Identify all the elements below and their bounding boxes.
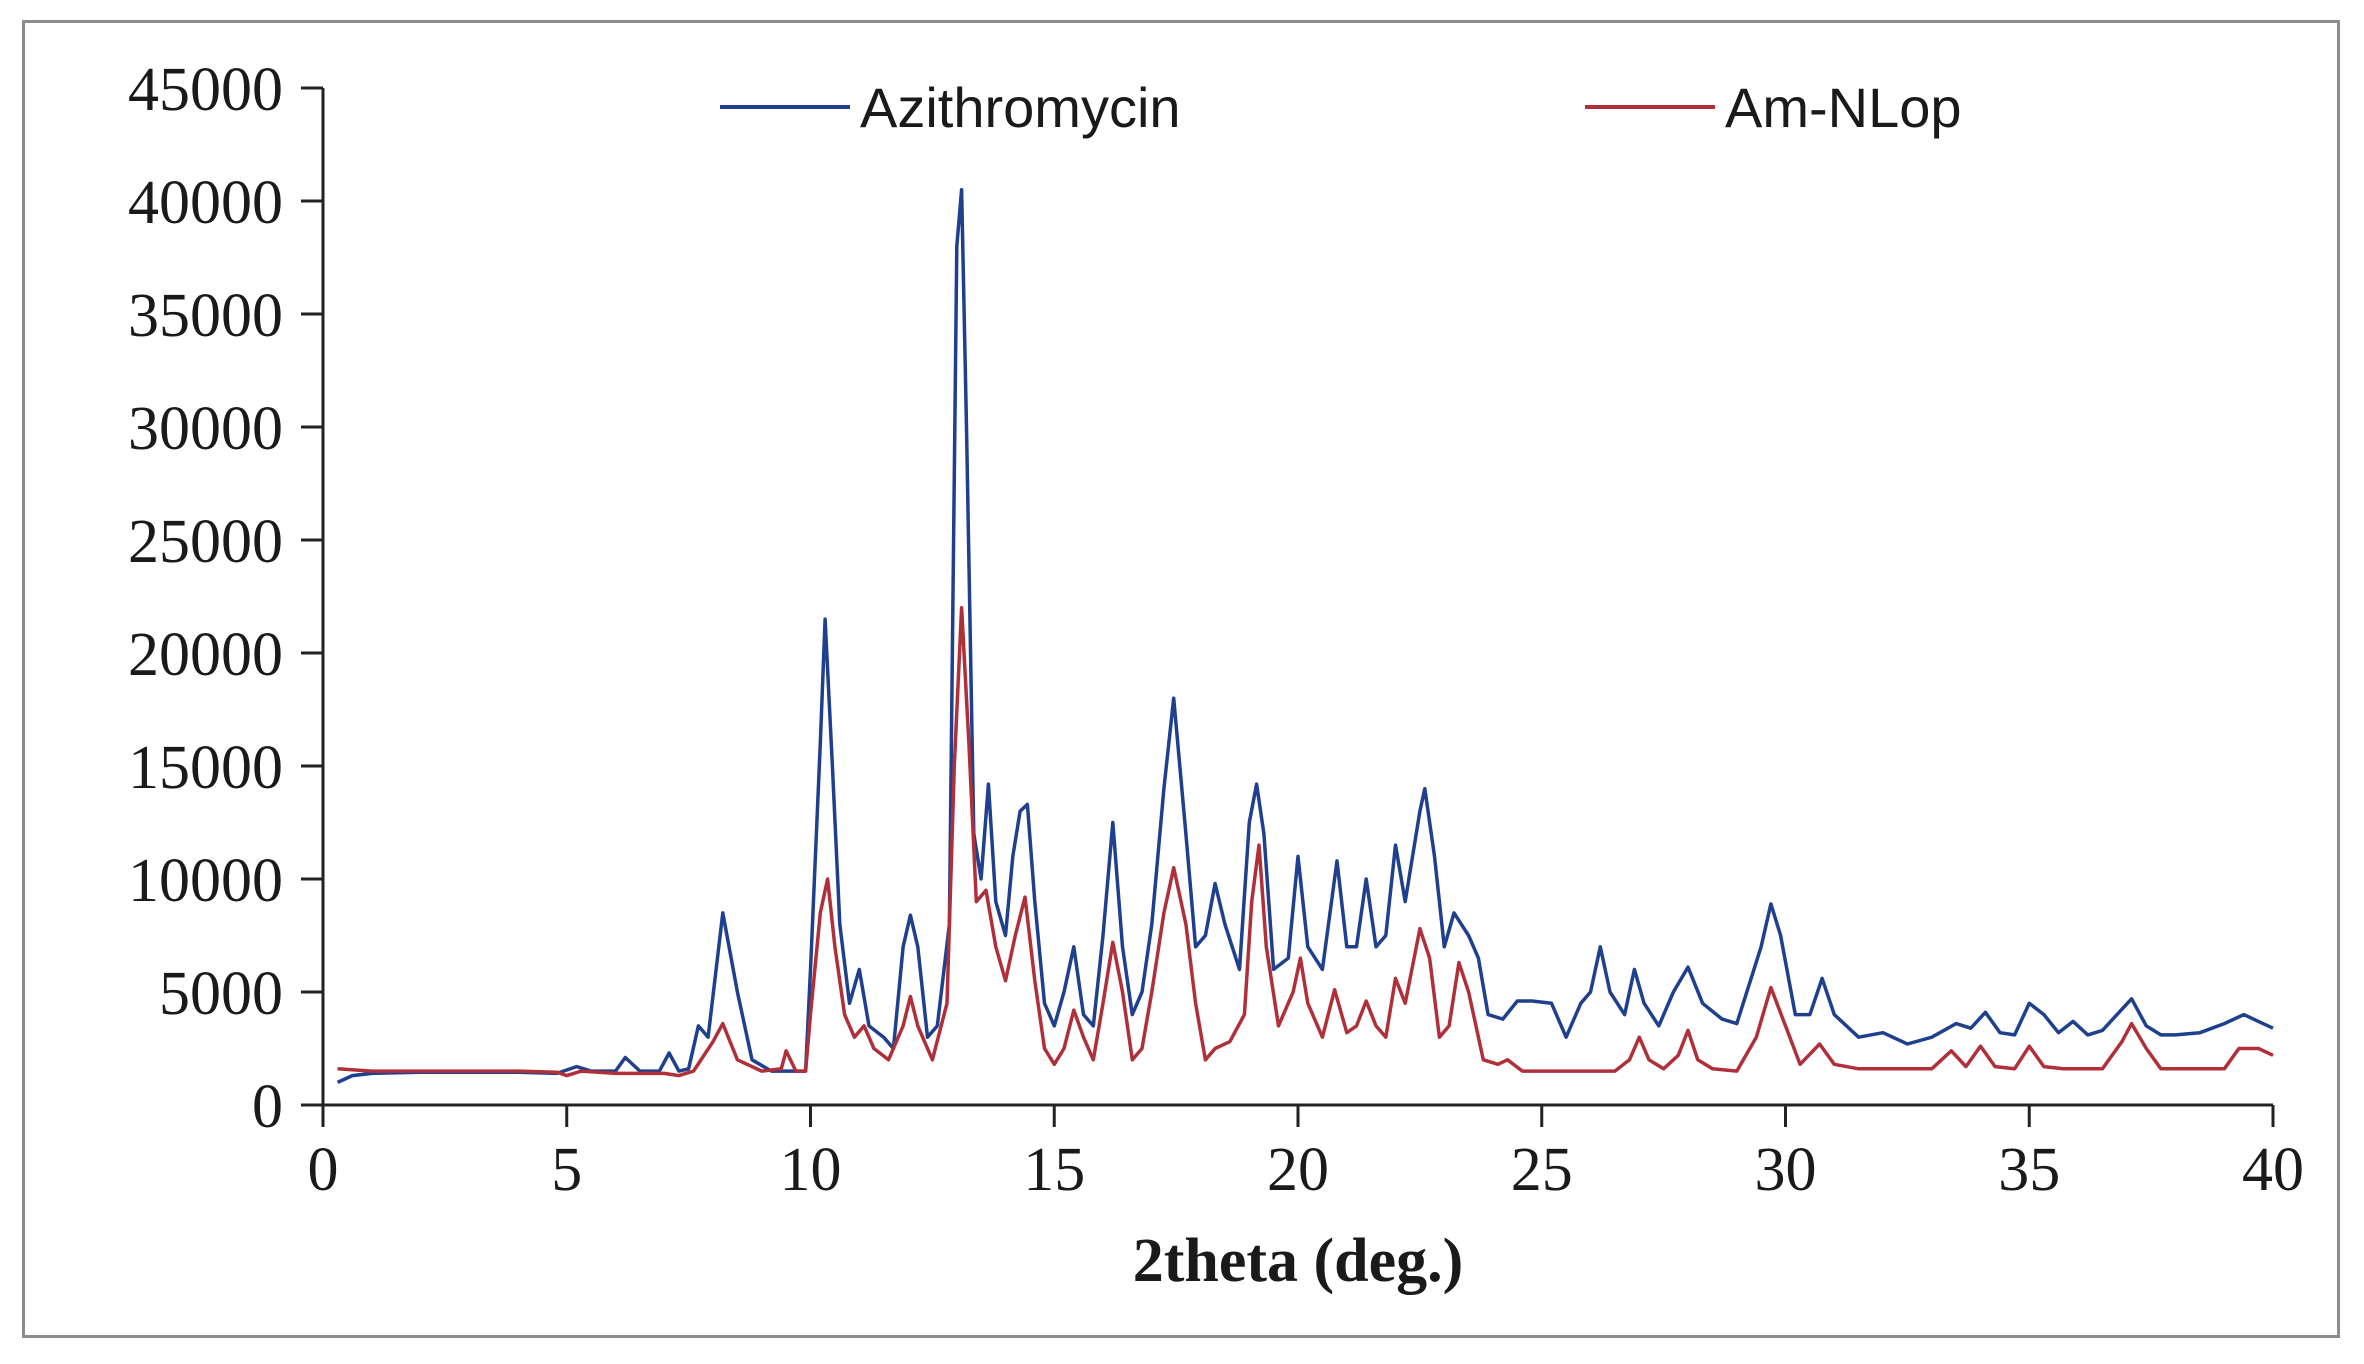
legend-label-am-nlop: Am-NLop (1725, 76, 1962, 139)
y-tick-label: 25000 (128, 508, 283, 576)
series-line-am-nlop (337, 606, 2274, 1078)
series-layer (336, 187, 2274, 1084)
x-tick-label: 35 (1998, 1136, 2060, 1204)
y-tick-label: 15000 (128, 734, 283, 802)
legend-label-azithromycin: Azithromycin (860, 76, 1181, 139)
x-tick-label: 40 (2242, 1136, 2304, 1204)
y-tick-label: 40000 (128, 169, 283, 237)
x-tick-label: 15 (1023, 1136, 1085, 1204)
y-tick-label: 45000 (128, 56, 283, 124)
x-tick-label: 0 (308, 1136, 339, 1204)
x-tick-label: 10 (780, 1136, 842, 1204)
y-tick-label: 20000 (128, 621, 283, 689)
x-tick-label: 25 (1511, 1136, 1573, 1204)
xrd-line-chart: 0 5000 10000 15000 20000 25000 30000 35000 40000… (128, 56, 2304, 1295)
chart-frame: 0 5000 10000 15000 20000 25000 30000 35000 40000… (22, 20, 2340, 1338)
legend: Azithromycin Am-NLop (720, 76, 1962, 139)
axes (321, 88, 2273, 1107)
x-axis-ticks: 0 5 10 15 20 25 30 35 40 (308, 1105, 2304, 1204)
y-tick-label: 10000 (128, 847, 283, 915)
x-tick-label: 5 (551, 1136, 582, 1204)
x-tick-label: 20 (1267, 1136, 1329, 1204)
y-tick-label: 30000 (128, 395, 283, 463)
y-axis-ticks: 0 5000 10000 15000 20000 25000 30000 35000 40000… (128, 56, 323, 1141)
y-tick-label: 5000 (159, 960, 283, 1028)
x-axis-label: 2theta (deg.) (1133, 1227, 1464, 1295)
y-tick-label: 35000 (128, 282, 283, 350)
x-tick-label: 30 (1755, 1136, 1817, 1204)
y-tick-label: 0 (252, 1073, 283, 1141)
series-line-azithromycin (336, 187, 2274, 1084)
